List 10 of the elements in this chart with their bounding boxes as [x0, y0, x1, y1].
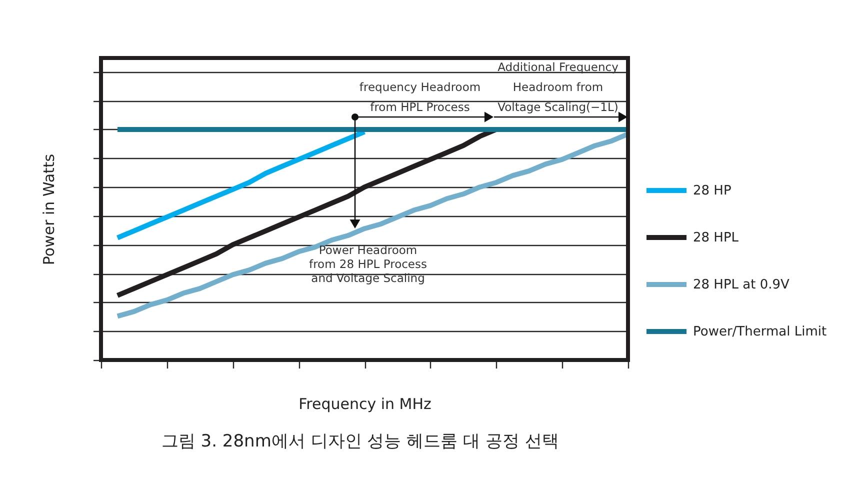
text: 그림 3. 28nm에서 디자인 성능 헤드룸 대 공정 선택	[161, 432, 559, 452]
legend-label: 28 HP	[693, 184, 732, 198]
text: frequency Headroom from HPL Process	[359, 80, 481, 114]
legend-label: Power/Thermal Limit	[693, 324, 827, 340]
annotation: Power Headroom from 28 HPL Process and Voltage Scaling	[309, 243, 427, 285]
y-axis-title: Power in Watts	[40, 154, 58, 266]
legend-label: 28 HPL	[693, 230, 740, 246]
text: Additional Frequency Headroom from Voltage Scaling(−1L)	[498, 60, 619, 114]
legend-label: 28 HPL at 0.9V	[693, 278, 790, 292]
x-axis-title: Frequency in MHz	[298, 395, 432, 414]
